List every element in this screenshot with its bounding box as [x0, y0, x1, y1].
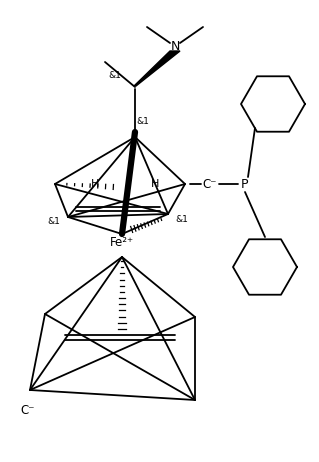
Text: H: H	[151, 179, 159, 189]
Text: N: N	[170, 41, 180, 54]
Text: C⁻: C⁻	[21, 403, 35, 417]
Text: &1: &1	[108, 71, 122, 79]
Text: C⁻: C⁻	[203, 177, 217, 190]
Polygon shape	[134, 51, 180, 86]
Text: H: H	[91, 179, 99, 189]
Text: &1: &1	[48, 218, 60, 226]
Text: Fe²⁺: Fe²⁺	[110, 236, 134, 249]
Text: &1: &1	[137, 117, 149, 127]
Text: P: P	[241, 177, 249, 190]
Text: &1: &1	[175, 214, 189, 224]
